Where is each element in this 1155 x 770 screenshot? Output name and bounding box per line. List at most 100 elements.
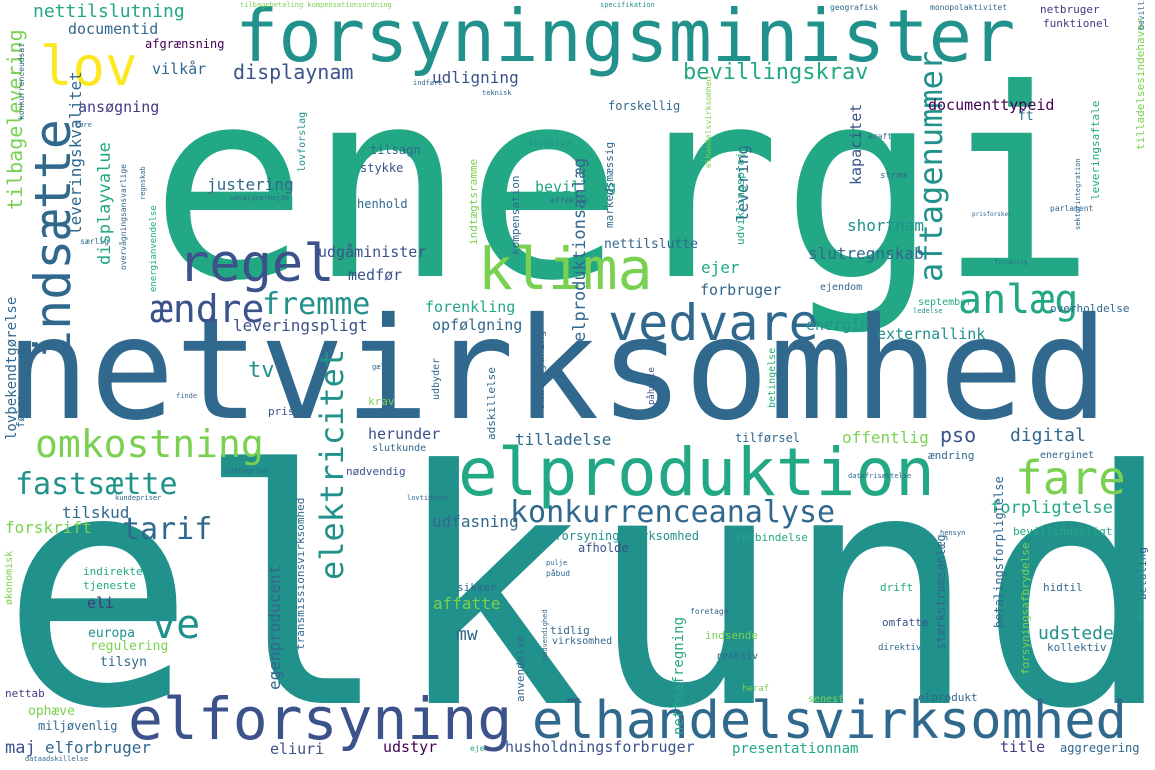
word-bevilling: bevilling <box>535 178 617 196</box>
word-nettilslutte: nettilslutte <box>604 237 698 252</box>
word-lovforslag: lovforslag <box>297 111 308 172</box>
word-udvalgsarbejde: udvalgsarbejde <box>230 194 290 202</box>
word-slutregnskab: slutregnskab <box>808 244 924 263</box>
word-teknisk: teknisk <box>482 89 512 97</box>
word-paahvile: påhvile <box>647 367 657 405</box>
word-energi: energi <box>150 33 1097 338</box>
word-tarif: tarif <box>122 512 213 547</box>
word-anvendelse: anvendelse <box>514 635 527 702</box>
word-finde: finde <box>176 392 198 400</box>
word-okonomisk: økonomisk <box>4 550 15 605</box>
word-herunder: herunder <box>368 425 441 443</box>
word-ansoegning: ansøgning <box>78 98 160 116</box>
word-elproduktion: elproduktion <box>458 434 935 511</box>
word-omkostning: omkostning <box>35 422 264 466</box>
word-reaktiv: reaktiv <box>716 651 759 662</box>
word-justering: justering <box>207 175 294 194</box>
word-mw: mw <box>456 624 478 645</box>
word-virksomhed: virksomhed <box>552 636 613 647</box>
word-miljoevenlig: miljøvenlig <box>38 719 118 733</box>
word-stærkstroemsanlaeg: stærkstrømsanlæg <box>934 534 948 650</box>
word-transmissionsvirksomhed: transmissionsvirksomhed <box>294 497 307 650</box>
word-lovtidende: lovtidende <box>407 494 450 502</box>
word-maj: maj <box>5 738 36 758</box>
word-externallink: externallink <box>877 325 986 343</box>
word-afgraensning: afgrænsning <box>145 37 225 51</box>
word-regnskab: regnskab <box>139 166 147 200</box>
word-datafrisaettelse: datafrisættelse <box>848 472 912 480</box>
word-vilkaar: vilkår <box>152 60 207 78</box>
word-elforbruger: elforbruger <box>45 738 151 757</box>
word-kraft: kraft <box>868 132 893 141</box>
word-ledelse: ledelse <box>913 307 943 315</box>
word-energinet: energinet <box>1040 450 1095 461</box>
word-leveringsaftale: leveringsaftale <box>1089 100 1102 200</box>
word-europa: europa <box>88 626 135 641</box>
word-udligning: udligning <box>432 68 519 87</box>
word-krav: krav <box>368 395 395 408</box>
word-forsyningsminister: forsyningsminister <box>235 0 1016 78</box>
word-ejendom: ejendom <box>820 282 863 293</box>
word-omfatte: omfatte <box>882 616 929 629</box>
word-ft: ft <box>1018 109 1034 124</box>
word-afholde: afholde <box>578 541 629 555</box>
word-netvirksomhed: netvirksomhed <box>5 288 1109 452</box>
word-fastsaette: fastsætte <box>15 467 178 502</box>
word-energin: energin <box>806 316 870 334</box>
word-tv: tv <box>248 358 275 383</box>
word-tilfoersel: tilførsel <box>735 431 801 445</box>
word-presentationnam: presentationnam <box>732 741 859 757</box>
word-henhold: henhold <box>357 197 408 211</box>
word-pris: pris <box>268 405 295 418</box>
word-indtaegtsramme: indtægtsramme <box>467 158 480 245</box>
word-direktiv: direktiv <box>878 643 922 653</box>
word-foretage: foretage <box>690 607 729 616</box>
word-documenttypeid: documenttypeid <box>928 96 1055 114</box>
word-specifikation: specifikation <box>600 1 655 9</box>
word-monopolaktivitet: monopolaktivitet <box>930 3 1008 12</box>
word-elektricitet: elektricitet <box>313 348 351 580</box>
word-pulje: pulje <box>546 559 568 567</box>
word-udbyder: udbyder <box>431 357 442 400</box>
word-tilladelse: tilladelse <box>515 430 612 449</box>
word-forbruger: forbruger <box>700 281 782 299</box>
word-forskning: forskning <box>995 259 1028 266</box>
word-elforsyningsvirksomhed: elforsyningsvirksomhed <box>540 529 699 543</box>
word-tilsyn: tilsyn <box>100 655 147 670</box>
word-stykke: stykke <box>360 161 404 175</box>
word-indfoere: indføre <box>413 79 443 87</box>
word-bevillingspligt: bevillingspligt <box>1013 525 1113 538</box>
word-pso: pso <box>940 423 977 447</box>
word-elprodukt: elprodukt <box>918 691 978 704</box>
word-elforsyning: elforsyning <box>128 685 513 753</box>
word-udviklingsprojekt: udviklingsprojekt <box>734 132 747 245</box>
word-ejer: ejer <box>701 258 740 277</box>
word-undtagelse: undtagelse <box>225 467 268 475</box>
word-title: title <box>1000 738 1046 756</box>
word-funktionel: funktionel <box>1043 17 1110 30</box>
word-eje: eje <box>470 744 485 753</box>
word-udfasning: udfasning <box>432 512 519 531</box>
word-foelge: følge <box>14 394 27 428</box>
word-ve: ve <box>152 602 201 648</box>
word-shortnam: shortnam <box>847 216 925 235</box>
word-nettab: nettab <box>5 687 45 700</box>
word-markedsmaessig: markedsmæssig <box>603 141 616 228</box>
word-leveringspligt: leveringspligt <box>233 316 368 335</box>
word-drift: drift <box>880 581 914 594</box>
word-elhandel: elhandelsvirksomhed <box>704 76 713 168</box>
word-nodvendighed: nødvendighed <box>541 609 549 660</box>
word-kompensation: kompensation <box>509 175 522 255</box>
word-udstyr: udstyr <box>383 738 438 756</box>
word-energianvendelse: energianvendelse <box>149 205 159 292</box>
word-paabud: påbud <box>546 569 571 578</box>
word-saerlig: særlig <box>80 237 109 246</box>
word-documentid: documentid <box>68 20 159 38</box>
word-forblive: forblive <box>528 139 572 149</box>
word-lov: lov <box>40 35 138 98</box>
word-anlaeg: anlæg <box>958 277 1079 323</box>
word-netbruger: netbruger <box>1040 3 1100 16</box>
word-sektorintegration: sektorintegration <box>1074 158 1082 230</box>
word-aendring: ændring <box>928 449 975 462</box>
